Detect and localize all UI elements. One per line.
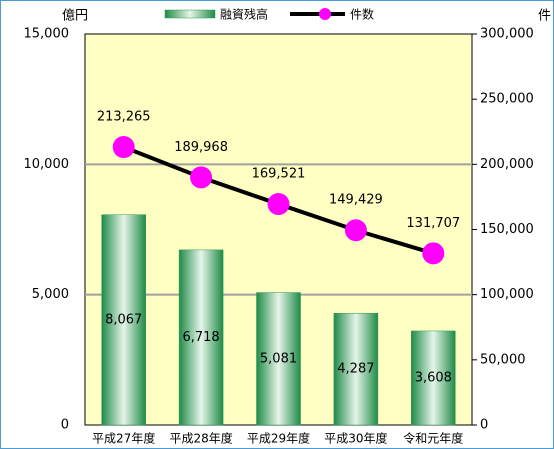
line-marker xyxy=(344,219,367,242)
y-axis-label: 億円 xyxy=(62,8,88,24)
bar xyxy=(178,249,224,426)
y2-tick-label: 0 xyxy=(480,418,488,433)
y2-tick-label: 300,000 xyxy=(480,27,534,42)
bar xyxy=(101,214,146,426)
line-value-label: 131,707 xyxy=(406,216,460,231)
y2-tick-label: 200,000 xyxy=(480,157,534,172)
line-value-label: 189,968 xyxy=(174,140,228,155)
bar xyxy=(256,292,301,426)
x-tick-label: 平成30年度 xyxy=(324,431,387,446)
bar-value-label: 8,067 xyxy=(105,312,142,327)
line-marker xyxy=(267,193,290,216)
x-tick-label: 平成27年度 xyxy=(92,431,155,446)
x-tick-label: 令和元年度 xyxy=(403,431,463,446)
line-value-label: 213,265 xyxy=(97,110,151,125)
legend-label: 件数 xyxy=(350,7,374,22)
legend-label: 融資残高 xyxy=(220,7,268,22)
bar-value-label: 3,608 xyxy=(415,370,452,385)
bar xyxy=(333,313,379,426)
line-marker xyxy=(112,136,135,159)
y2-tick-label: 150,000 xyxy=(480,222,534,237)
y-tick-label: 0 xyxy=(61,418,69,433)
line-value-label: 169,521 xyxy=(252,167,306,182)
line-value-label: 149,429 xyxy=(329,193,383,208)
y2-tick-label: 250,000 xyxy=(480,92,534,107)
line-marker xyxy=(422,242,445,265)
bar-value-label: 5,081 xyxy=(260,351,297,366)
y-tick-label: 10,000 xyxy=(24,157,70,172)
x-tick-label: 平成28年度 xyxy=(169,431,232,446)
y2-tick-label: 100,000 xyxy=(480,287,534,302)
legend-marker xyxy=(319,8,331,20)
bar-value-label: 4,287 xyxy=(337,362,374,377)
line-marker xyxy=(190,166,213,189)
y2-axis-label: 件 xyxy=(538,9,551,24)
legend-swatch xyxy=(164,9,216,19)
x-tick-label: 平成29年度 xyxy=(247,431,310,446)
bar-value-label: 6,718 xyxy=(182,330,219,345)
y2-tick-label: 50,000 xyxy=(480,352,526,367)
bar xyxy=(411,330,456,426)
y-tick-label: 5,000 xyxy=(32,287,69,302)
y-tick-label: 15,000 xyxy=(24,27,70,42)
